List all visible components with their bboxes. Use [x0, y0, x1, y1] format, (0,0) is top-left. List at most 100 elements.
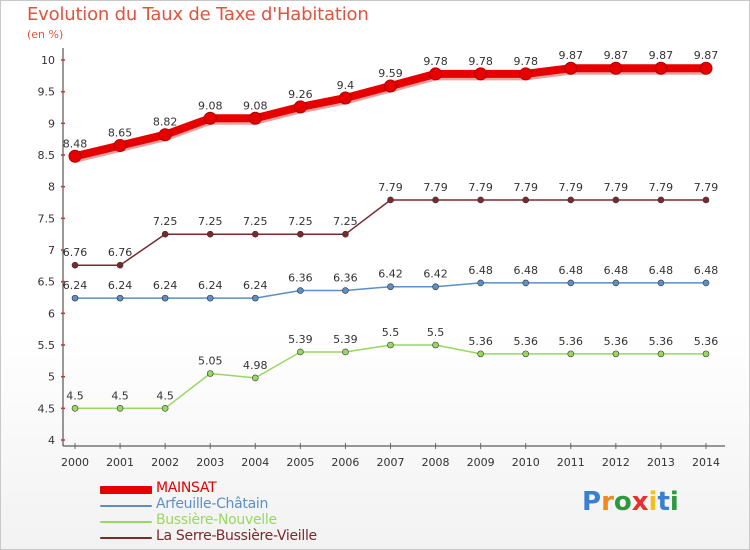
- data-point: [297, 230, 304, 238]
- y-tick-label: 4.5: [38, 402, 56, 415]
- data-label: 9.08: [243, 99, 268, 112]
- data-label: 9.08: [198, 99, 223, 112]
- data-label: 7.79: [604, 181, 629, 194]
- x-tick-label: 2011: [557, 456, 585, 469]
- x-tick-label: 2006: [331, 456, 359, 469]
- data-label: 9.87: [559, 49, 584, 62]
- data-label: 4.5: [111, 389, 129, 402]
- y-tick-label: 7: [48, 244, 55, 257]
- legend-swatch: [100, 486, 152, 494]
- data-point: [519, 67, 533, 81]
- data-label: 7.25: [333, 215, 358, 228]
- data-label: 6.76: [63, 246, 88, 259]
- data-label: 7.25: [153, 215, 178, 228]
- data-label: 6.48: [559, 264, 584, 277]
- brand-letter: P: [582, 487, 602, 517]
- data-point: [387, 196, 394, 204]
- data-label: 9.59: [378, 67, 403, 80]
- data-label: 7.79: [694, 181, 719, 194]
- data-label: 5.39: [288, 333, 313, 346]
- data-point: [702, 279, 710, 287]
- data-label: 6.76: [108, 246, 133, 259]
- x-tick-label: 2008: [422, 456, 450, 469]
- y-tick-label: 6.5: [38, 276, 56, 289]
- data-point: [432, 341, 439, 349]
- data-label: 6.48: [513, 264, 538, 277]
- y-tick-label: 7.5: [38, 212, 56, 225]
- data-label: 9.87: [694, 49, 719, 62]
- data-point: [338, 91, 352, 105]
- data-point: [702, 196, 710, 204]
- data-point: [71, 261, 79, 269]
- data-label: 6.42: [378, 268, 403, 281]
- data-point: [657, 196, 665, 204]
- data-label: 7.25: [198, 215, 223, 228]
- data-label: 9.78: [423, 55, 448, 68]
- data-label: 5.39: [333, 333, 358, 346]
- legend-label: Arfeuille-Châtain: [156, 496, 269, 512]
- data-point: [203, 111, 217, 125]
- data-label: 9.4: [337, 79, 355, 92]
- brand-logo: Proxiti: [582, 487, 679, 517]
- data-label: 7.79: [423, 181, 448, 194]
- data-point: [387, 341, 394, 349]
- data-label: 7.79: [649, 181, 674, 194]
- data-label: 8.65: [108, 127, 133, 140]
- data-label: 7.79: [468, 181, 493, 194]
- data-label: 6.48: [649, 264, 674, 277]
- x-tick-label: 2005: [286, 456, 314, 469]
- y-tick-label: 9: [48, 117, 55, 130]
- data-label: 6.24: [153, 279, 178, 292]
- data-point: [206, 370, 214, 377]
- x-tick-label: 2003: [196, 456, 224, 469]
- x-tick-label: 2010: [512, 456, 540, 469]
- data-label: 6.48: [468, 264, 493, 277]
- data-label: 5.5: [427, 326, 445, 339]
- data-point: [113, 139, 127, 152]
- data-point: [251, 374, 259, 382]
- data-point: [342, 287, 349, 294]
- legend-label: La Serre-Bussière-Vieille: [156, 528, 317, 544]
- x-tick-label: 2002: [151, 456, 179, 469]
- data-point: [161, 405, 169, 412]
- x-tick-label: 2013: [647, 456, 675, 469]
- data-label: 9.87: [649, 49, 674, 62]
- data-label: 6.36: [333, 272, 358, 285]
- data-label: 5.5: [382, 326, 400, 339]
- data-point: [251, 230, 259, 238]
- data-label: 7.79: [559, 181, 584, 194]
- x-tick-label: 2004: [241, 456, 269, 469]
- y-tick-label: 8.5: [38, 149, 56, 162]
- data-point: [702, 350, 710, 358]
- data-point: [161, 294, 169, 302]
- data-point: [384, 79, 397, 93]
- data-point: [297, 287, 304, 294]
- data-point: [477, 350, 484, 358]
- data-point: [612, 279, 620, 287]
- x-tick-label: 2001: [106, 456, 134, 469]
- data-point: [567, 279, 575, 287]
- legend-swatch: [100, 521, 152, 523]
- y-tick-label: 8: [48, 181, 55, 194]
- data-point: [248, 111, 262, 125]
- data-label: 8.48: [63, 137, 88, 150]
- data-label: 5.36: [604, 335, 629, 348]
- legend-swatch: [100, 505, 152, 507]
- data-label: 6.24: [63, 279, 88, 292]
- data-label: 6.42: [423, 268, 448, 281]
- data-label: 5.36: [694, 335, 719, 348]
- data-label: 5.36: [559, 335, 584, 348]
- data-point: [432, 196, 439, 204]
- data-point: [342, 348, 349, 356]
- y-tick-label: 9.5: [38, 86, 56, 99]
- data-point: [657, 350, 665, 358]
- data-label: 7.25: [243, 215, 268, 228]
- data-label: 6.24: [243, 279, 268, 292]
- y-tick-label: 4: [48, 434, 55, 447]
- data-point: [657, 279, 665, 287]
- y-tick-label: 5.5: [38, 339, 56, 352]
- y-axis-unit: (en %): [27, 28, 64, 41]
- data-point: [522, 279, 530, 287]
- legend-label: Bussière-Nouvelle: [156, 512, 277, 528]
